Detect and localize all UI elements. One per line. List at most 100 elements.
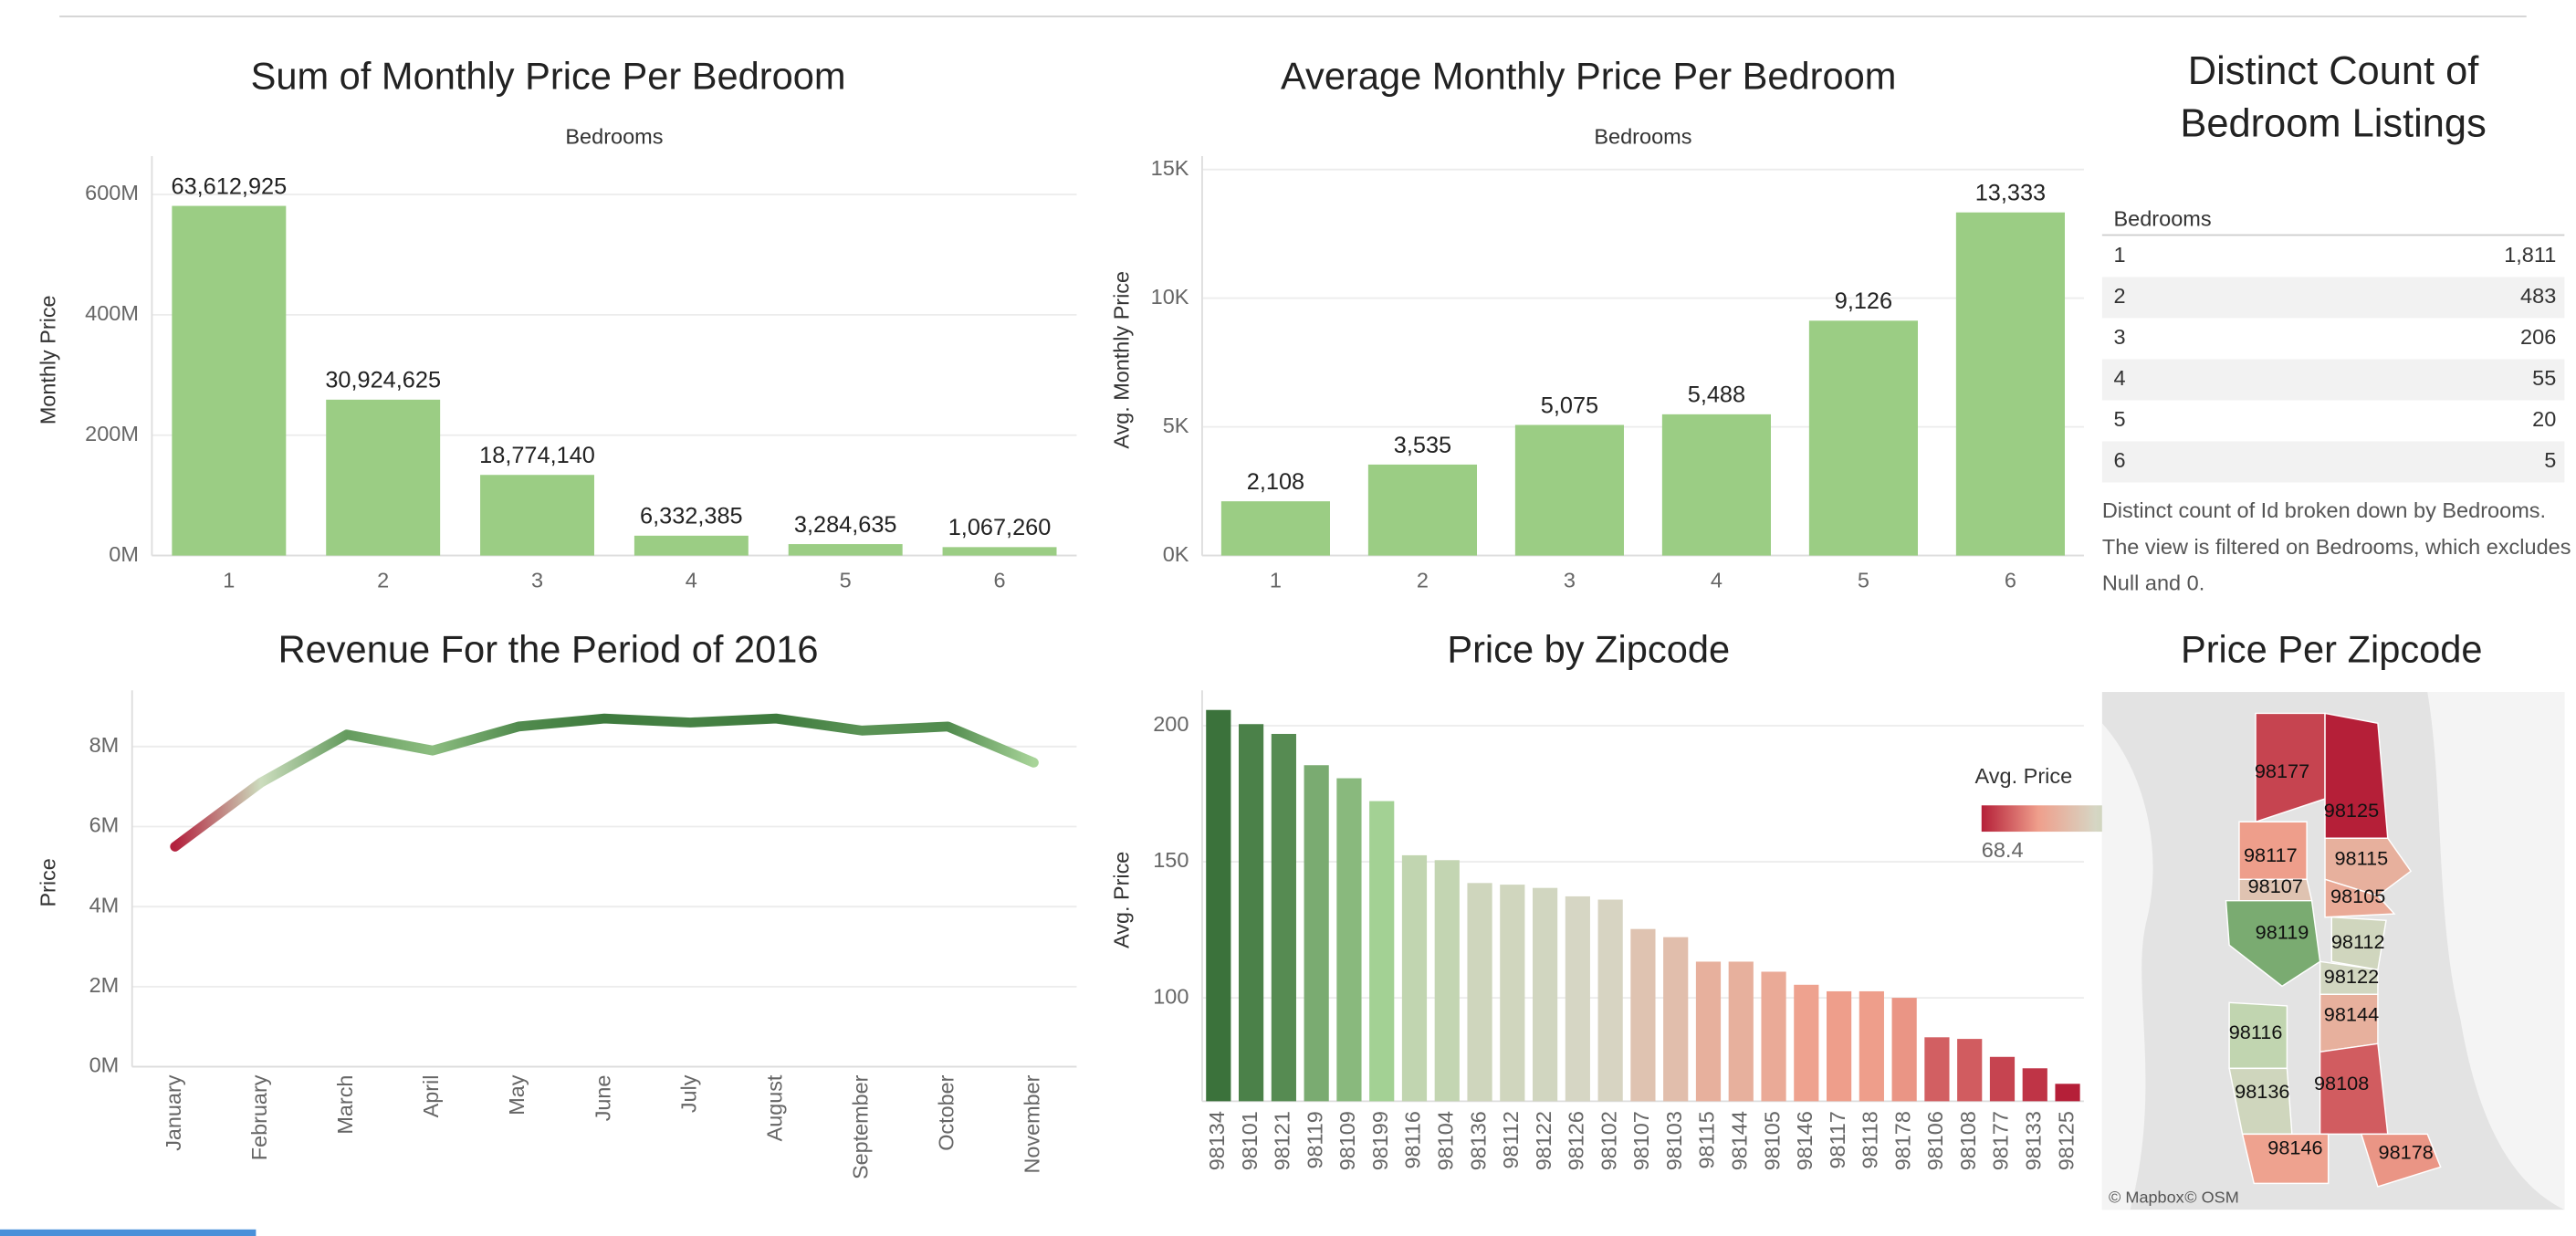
bar — [634, 535, 749, 556]
y-tick-label: 400M — [85, 301, 139, 325]
x-tick-label: 98109 — [1335, 1111, 1359, 1170]
row-label: 5 — [2113, 407, 2125, 431]
attribution: © OSM — [2184, 1188, 2239, 1206]
note-box: Distinct count of Id broken down by Bedr… — [2101, 498, 2571, 595]
row-value: 5 — [2544, 448, 2556, 472]
x-tick-label: September — [848, 1074, 872, 1179]
bar — [1533, 887, 1558, 1102]
y-tick-label: 200M — [85, 422, 139, 445]
row-label: 2 — [2113, 284, 2125, 308]
x-tick-label: July — [676, 1074, 700, 1113]
x-tick-label: 5 — [1858, 569, 1869, 592]
zip-label: 98112 — [2331, 930, 2385, 953]
bar — [1271, 733, 1296, 1102]
bar — [1239, 724, 1264, 1102]
zip-label: 98178 — [2379, 1141, 2434, 1164]
y-tick-label: 8M — [89, 733, 120, 757]
table-title: Distinct Count of Bedroom Listings — [2180, 49, 2487, 147]
bar — [480, 475, 594, 556]
row-value: 206 — [2520, 325, 2556, 349]
bar — [1728, 961, 1754, 1102]
x-tick-label: 98125 — [2054, 1111, 2078, 1170]
y-axis-label: Avg. Monthly Price — [1109, 271, 1133, 449]
y-tick-label: 0M — [89, 1053, 120, 1077]
bar — [1826, 990, 1852, 1102]
x-tick-label: 98101 — [1238, 1111, 1262, 1170]
bar — [1859, 990, 1884, 1102]
x-tick-label: 98177 — [1989, 1111, 2013, 1170]
bar — [1761, 971, 1786, 1102]
x-tick-label: June — [591, 1075, 614, 1122]
table-note: Distinct count of Id broken down by Bedr… — [2101, 498, 2571, 595]
y-tick-label: 600M — [85, 181, 139, 204]
y-axis-label: Price — [36, 858, 59, 906]
x-tick-label: 98122 — [1532, 1111, 1555, 1170]
x-tick-label: 5 — [840, 569, 852, 592]
bar — [1304, 765, 1329, 1102]
x-tick-label: 98136 — [1466, 1111, 1490, 1170]
bar — [172, 205, 287, 556]
bar — [1661, 414, 1771, 556]
data-label: 13,333 — [1975, 181, 2046, 206]
row-band — [2101, 277, 2565, 319]
row-value: 483 — [2520, 284, 2556, 308]
bar — [788, 544, 903, 556]
x-tick-label: 98178 — [1890, 1111, 1914, 1170]
x-tick-label: 4 — [1711, 569, 1723, 592]
chart-title: Revenue For the Period of 2016 — [278, 628, 819, 671]
y-axis-label: Monthly Price — [36, 295, 59, 424]
zip-label: 98105 — [2330, 885, 2385, 907]
zip-label: 98144 — [2324, 1002, 2379, 1025]
zip-label: 98117 — [2244, 843, 2298, 866]
x-tick-label: 1 — [223, 569, 235, 592]
y-tick-label: 150 — [1153, 848, 1189, 872]
bar — [1500, 885, 1525, 1102]
x-tick-label: 98126 — [1565, 1111, 1588, 1170]
x-tick-label: 98121 — [1271, 1111, 1294, 1170]
bar — [2022, 1068, 2047, 1102]
bar — [1434, 860, 1460, 1102]
bar — [1369, 801, 1395, 1102]
line — [170, 713, 1039, 852]
bar — [1957, 1039, 1983, 1102]
bar — [326, 399, 441, 556]
x-tick-label: 98146 — [1793, 1111, 1817, 1170]
x-tick-label: 98117 — [1826, 1111, 1849, 1168]
legend-min: 68.4 — [1982, 838, 2024, 862]
x-tick-label: 98133 — [2021, 1111, 2045, 1170]
data-label: 30,924,625 — [325, 368, 441, 393]
x-tick-label: January — [162, 1074, 185, 1151]
data-label: 18,774,140 — [479, 443, 595, 468]
table-header: Bedrooms — [2113, 207, 2211, 231]
zip-label: 98119 — [2256, 920, 2309, 943]
x-tick-label: August — [762, 1074, 786, 1141]
x-tick-label: 98199 — [1368, 1111, 1392, 1170]
data-label: 6,332,385 — [640, 504, 743, 529]
x-tick-label: 98144 — [1727, 1111, 1751, 1170]
bar — [1467, 883, 1492, 1102]
bar — [1955, 212, 2065, 556]
x-tick-label: 6 — [993, 569, 1005, 592]
map-title: Price Per Zipcode — [2181, 628, 2483, 671]
bar — [1808, 320, 1918, 556]
bar — [1597, 899, 1623, 1102]
data-label: 2,108 — [1247, 469, 1304, 495]
bar — [1891, 998, 1917, 1102]
bar — [1695, 961, 1722, 1102]
bar — [1336, 778, 1362, 1102]
x-header: Bedrooms — [565, 124, 663, 148]
x-tick-label: May — [505, 1074, 529, 1115]
y-tick-label: 200 — [1153, 712, 1189, 736]
bar — [1630, 928, 1656, 1102]
y-axis-label: Avg. Price — [1109, 852, 1133, 948]
data-label: 9,126 — [1835, 288, 1892, 314]
y-tick-label: 100 — [1153, 984, 1189, 1008]
data-label: 5,075 — [1541, 393, 1598, 418]
x-tick-label: February — [247, 1074, 271, 1160]
x-tick-label: 98115 — [1695, 1111, 1719, 1168]
attribution: © Mapbox — [2109, 1188, 2184, 1206]
row-label: 4 — [2113, 366, 2125, 390]
zip-label: 98122 — [2324, 965, 2379, 988]
